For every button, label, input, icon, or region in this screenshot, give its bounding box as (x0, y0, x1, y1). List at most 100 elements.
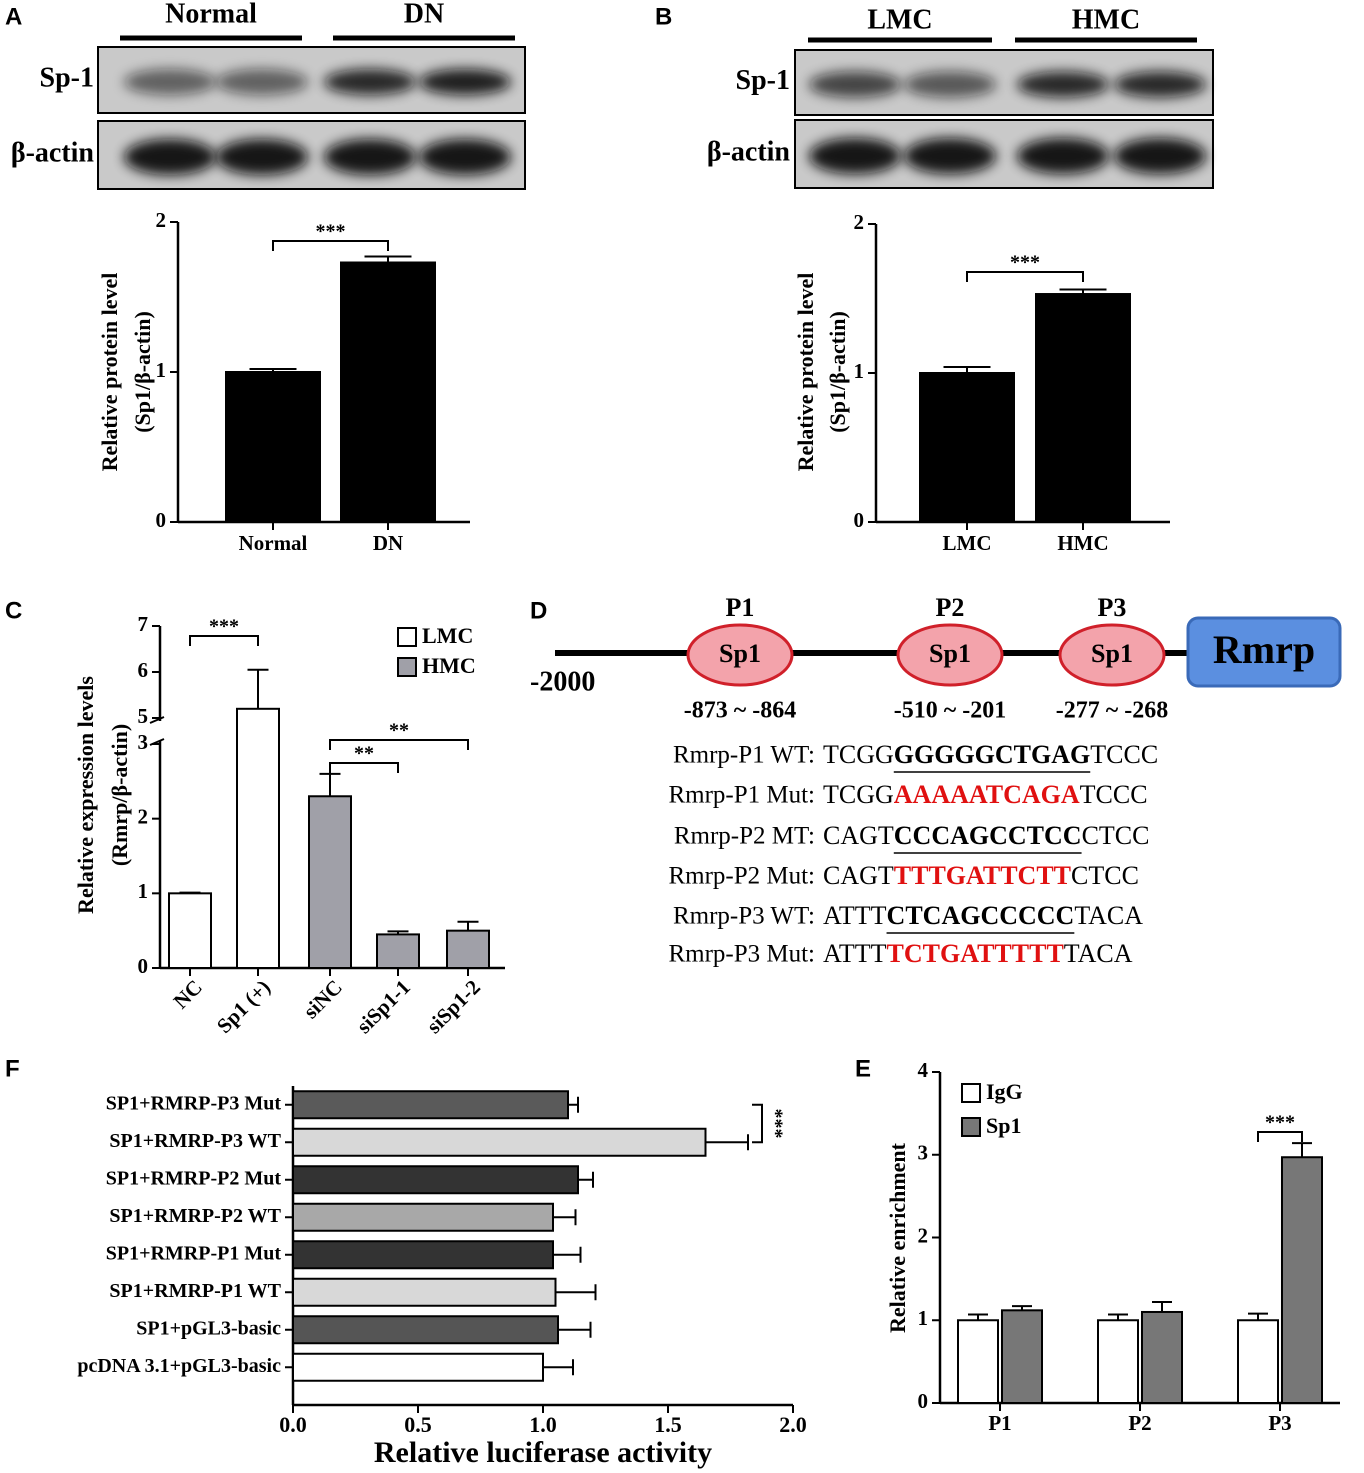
panel-label: F (5, 1055, 20, 1082)
y-tick-label: pcDNA 3.1+pGL3-basic (77, 1355, 281, 1377)
error-bar (1059, 288, 1107, 295)
sequence-core: CCCAGCCTCC (894, 821, 1082, 850)
error-bar (1152, 1301, 1172, 1312)
y-tick-label: 1 (918, 1306, 929, 1330)
error-bar (247, 668, 269, 709)
x-tick-label: DN (373, 531, 403, 555)
group-label: LMC (867, 4, 932, 35)
blot-band (1017, 71, 1109, 98)
site-name: P3 (1098, 593, 1127, 622)
x-tick-label: siSp1-2 (422, 975, 485, 1038)
site-range: -277 ~ -268 (1056, 698, 1168, 724)
significance-bracket (272, 240, 389, 251)
significance-bracket (189, 635, 259, 646)
sequence-label: Rmrp-P2 Mut: (668, 863, 815, 890)
legend-swatch (397, 657, 417, 677)
sequence-core: TTTGATTCTT (894, 861, 1071, 890)
sequence-suffix: TACA (1074, 901, 1143, 930)
y-tick-label: 2 (138, 804, 149, 828)
y-tick-label: 0 (138, 954, 149, 978)
significance-label: ** (354, 743, 374, 765)
x-tick-label: 1.0 (529, 1412, 557, 1437)
error-bar (457, 920, 479, 931)
blot-band (216, 69, 308, 95)
sequence-prefix: TCGG (823, 780, 894, 809)
error-bar (319, 772, 341, 797)
error-bar (568, 1096, 579, 1113)
error-bar (179, 891, 201, 894)
bar (1001, 1309, 1043, 1404)
site-label: Sp1 (719, 639, 761, 668)
promoter-start: -2000 (530, 666, 595, 697)
significance-label: *** (1265, 1112, 1295, 1134)
y-tick-label: SP1+RMRP-P3 WT (109, 1130, 281, 1152)
y-tick-label: 2 (918, 1223, 929, 1247)
blot-band (124, 69, 216, 95)
x-tick-label: 2.0 (779, 1412, 807, 1437)
gene-box (1186, 616, 1342, 688)
blot-band (1114, 138, 1206, 174)
row-label: β-actin (707, 136, 791, 167)
y-axis-label: Relative protein level (793, 273, 818, 472)
bar (1097, 1319, 1139, 1404)
blot-band (419, 139, 511, 175)
bar (308, 795, 352, 969)
bar (292, 1315, 559, 1345)
legend-swatch (961, 1083, 981, 1103)
x-tick-label: siSp1-1 (352, 975, 415, 1038)
site-label: Sp1 (1091, 639, 1133, 668)
legend-swatch (961, 1117, 981, 1137)
gene-label: Rmrp (1213, 627, 1315, 672)
group-label: DN (404, 0, 444, 29)
bar (292, 1240, 554, 1270)
y-axis-label: Relative enrichment (885, 1142, 910, 1333)
y-tick-label: 6 (138, 658, 149, 682)
sequence-suffix: CTCC (1071, 861, 1139, 890)
error-bar (555, 1284, 597, 1301)
bar (340, 261, 436, 523)
sequence: CAGTTTTGATTCTTCTCC (823, 861, 1139, 890)
y-tick-label: SP1+RMRP-P3 Mut (106, 1092, 282, 1114)
significance-label: *** (764, 1109, 786, 1139)
y-axis-label: (Sp1/β-actin) (130, 311, 155, 433)
bar (376, 933, 420, 970)
blot-band (904, 71, 996, 98)
sequence-label: Rmrp-P1 Mut: (668, 782, 815, 809)
sequence: TCGGGGGGGCTGAGTCCC (823, 740, 1158, 769)
blot-band (216, 139, 308, 175)
legend-label: HMC (422, 653, 476, 678)
bar (446, 929, 490, 970)
sequence-label: Rmrp-P3 WT: (673, 903, 815, 930)
row-label: β-actin (11, 137, 95, 168)
blot-band (419, 69, 511, 95)
sequence-prefix: CAGT (823, 861, 894, 890)
error-bar (968, 1313, 988, 1321)
sequence-prefix: CAGT (823, 821, 894, 850)
error-bar (943, 366, 991, 373)
y-tick-label: 5 (138, 704, 149, 728)
blot-band (1017, 138, 1109, 174)
sequence-prefix: ATTT (823, 901, 887, 930)
bar (957, 1319, 999, 1404)
error-bar (387, 930, 409, 935)
panel-label: B (655, 3, 672, 30)
x-tick-label: Sp1 (+) (212, 975, 275, 1038)
bar (168, 892, 212, 969)
error-bar (1248, 1312, 1268, 1321)
sequence-label: Rmrp-P2 MT: (674, 823, 815, 850)
error-bar (558, 1321, 592, 1338)
blot-band (324, 69, 416, 95)
error-bar (249, 368, 297, 372)
site-name: P1 (726, 593, 755, 622)
y-tick-label: 7 (138, 612, 149, 636)
x-tick-label: P3 (1268, 1411, 1291, 1435)
significance-bracket (329, 762, 399, 773)
significance-bracket (966, 271, 1084, 282)
y-tick-label: 2 (854, 210, 865, 234)
bar (225, 371, 321, 523)
bar (292, 1090, 569, 1120)
site-range: -510 ~ -201 (894, 698, 1006, 724)
binding-site (1058, 623, 1166, 687)
significance-label: *** (209, 616, 239, 638)
